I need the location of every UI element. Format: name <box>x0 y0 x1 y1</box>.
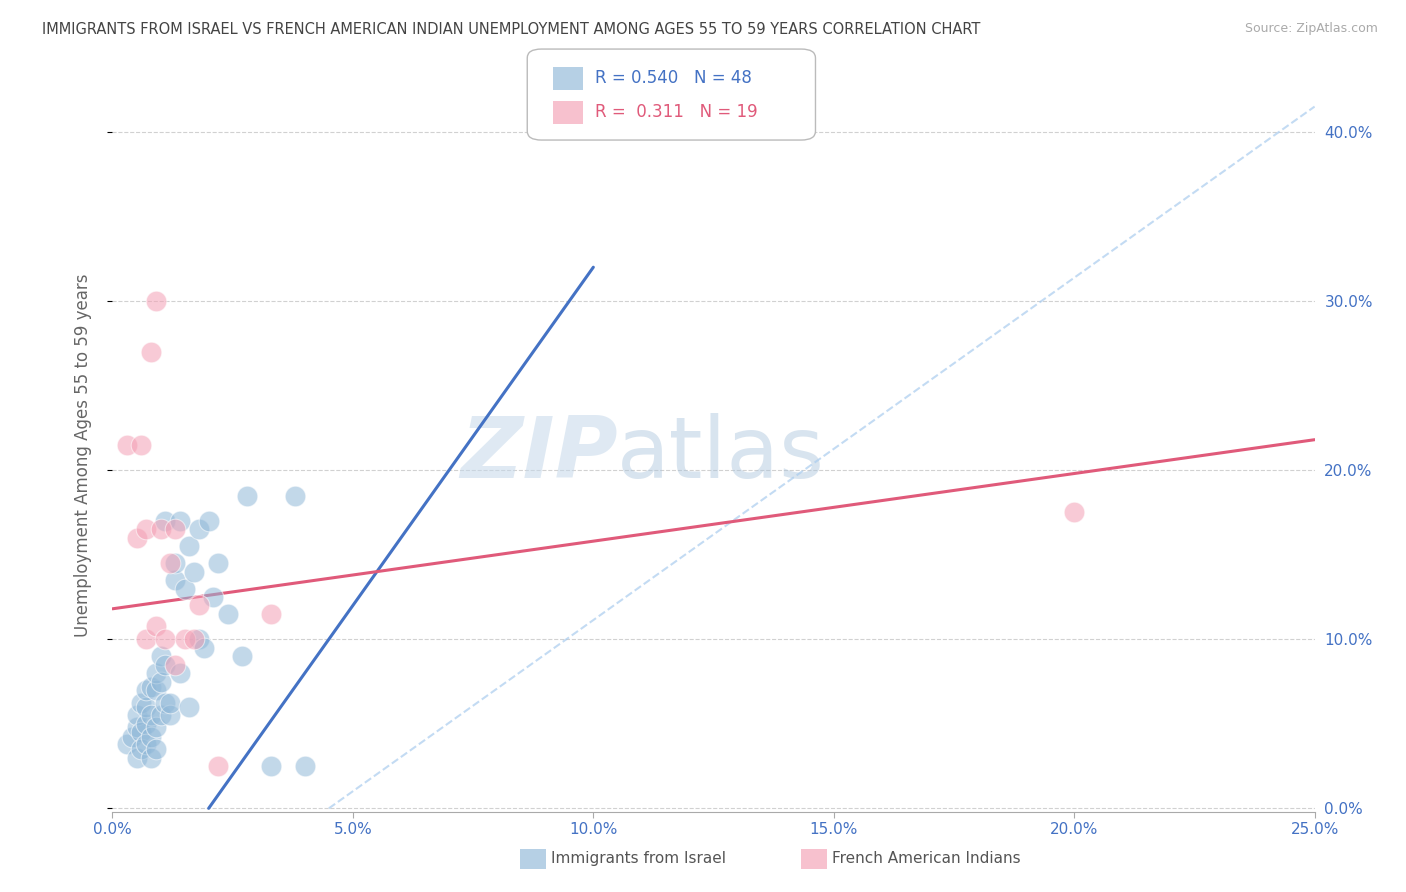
Point <box>294 759 316 773</box>
Point <box>197 514 219 528</box>
Point <box>284 488 307 502</box>
Point <box>145 293 167 308</box>
Point <box>188 599 211 613</box>
Point <box>135 699 157 714</box>
Text: IMMIGRANTS FROM ISRAEL VS FRENCH AMERICAN INDIAN UNEMPLOYMENT AMONG AGES 55 TO 5: IMMIGRANTS FROM ISRAEL VS FRENCH AMERICA… <box>42 22 980 37</box>
Point <box>145 666 167 681</box>
Point <box>135 737 157 751</box>
Point <box>155 697 177 711</box>
Point <box>155 632 177 647</box>
Text: Immigrants from Israel: Immigrants from Israel <box>551 851 725 865</box>
Point <box>163 522 186 536</box>
Text: French American Indians: French American Indians <box>832 851 1021 865</box>
Point <box>163 556 186 570</box>
Point <box>135 522 157 536</box>
Point <box>169 514 191 528</box>
Point <box>155 514 177 528</box>
Point <box>149 522 172 536</box>
Point <box>125 720 148 734</box>
Point <box>260 759 283 773</box>
Point <box>188 632 211 647</box>
Point <box>179 699 201 714</box>
Y-axis label: Unemployment Among Ages 55 to 59 years: Unemployment Among Ages 55 to 59 years <box>73 273 91 637</box>
Point <box>145 720 167 734</box>
Text: atlas: atlas <box>617 413 825 497</box>
Point <box>163 657 186 672</box>
Text: R = 0.540   N = 48: R = 0.540 N = 48 <box>595 70 752 87</box>
Text: R =  0.311   N = 19: R = 0.311 N = 19 <box>595 103 758 121</box>
Point <box>135 632 157 647</box>
Point <box>121 731 143 745</box>
Point <box>173 632 195 647</box>
Point <box>183 565 205 579</box>
Point <box>125 708 148 723</box>
Point <box>131 742 153 756</box>
Point <box>149 674 172 689</box>
Point <box>135 683 157 698</box>
Point <box>169 666 191 681</box>
Point <box>202 590 225 604</box>
Point <box>131 438 153 452</box>
Point <box>135 716 157 731</box>
Point <box>207 556 229 570</box>
Point <box>207 759 229 773</box>
Point <box>173 582 195 596</box>
Point <box>125 750 148 764</box>
Point <box>139 708 162 723</box>
Point <box>1063 505 1085 519</box>
Point <box>125 531 148 545</box>
Point <box>188 522 211 536</box>
Point <box>217 607 239 621</box>
Point <box>155 657 177 672</box>
Point <box>139 731 162 745</box>
Point <box>145 742 167 756</box>
Point <box>159 708 181 723</box>
Text: ZIP: ZIP <box>460 413 617 497</box>
Point <box>149 649 172 664</box>
Point <box>139 680 162 694</box>
Point <box>159 697 181 711</box>
Point <box>183 632 205 647</box>
Point <box>139 750 162 764</box>
Point <box>236 488 259 502</box>
Point <box>159 556 181 570</box>
Point <box>115 737 138 751</box>
Point <box>131 697 153 711</box>
Point <box>115 438 138 452</box>
Point <box>139 344 162 359</box>
Point <box>193 640 215 655</box>
Point <box>179 539 201 553</box>
Point <box>163 573 186 587</box>
Point <box>131 725 153 739</box>
Point <box>231 649 253 664</box>
Point <box>145 683 167 698</box>
Point <box>149 708 172 723</box>
Text: Source: ZipAtlas.com: Source: ZipAtlas.com <box>1244 22 1378 36</box>
Point <box>145 618 167 632</box>
Point <box>260 607 283 621</box>
